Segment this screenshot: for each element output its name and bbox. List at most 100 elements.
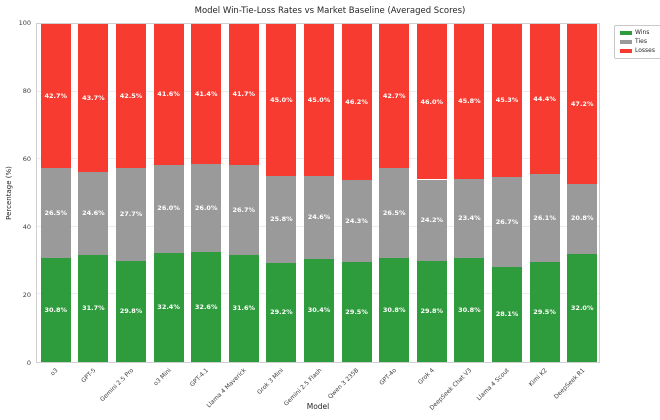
bar-value-label: 28.1%	[495, 310, 519, 319]
bar-value-label: 30.8%	[44, 305, 68, 314]
segment-ties: 25.8%	[266, 176, 297, 264]
segment-wins: 29.5%	[341, 262, 372, 362]
segment-ties: 26.5%	[40, 168, 71, 258]
bar-value-label: 45.0%	[307, 95, 331, 104]
x-tick-grok-4: Grok 4	[416, 367, 436, 386]
legend-swatch-wins	[620, 30, 632, 36]
segment-losses: 46.0%	[416, 24, 447, 180]
segment-ties: 24.6%	[303, 176, 335, 260]
bar-value-label: 24.3%	[345, 216, 368, 225]
bar-value-label: 30.4%	[307, 306, 331, 315]
bar-deepseek-r1: 32.0% 20.8% 47.2%	[567, 24, 598, 362]
segment-wins: 28.1%	[491, 267, 523, 362]
segment-wins: 32.4%	[153, 252, 184, 362]
segment-ties: 20.8%	[567, 183, 598, 254]
segment-wins: 31.6%	[228, 255, 259, 362]
segment-ties: 26.1%	[529, 174, 560, 263]
y-tick-80: 80	[22, 87, 31, 95]
bar-value-label: 24.6%	[307, 213, 331, 222]
bar-value-label: 42.7%	[382, 91, 406, 100]
segment-wins: 29.5%	[529, 262, 560, 362]
bar-value-label: 24.2%	[420, 216, 444, 225]
bar-value-label: 29.8%	[119, 307, 143, 316]
segment-ties: 24.3%	[341, 180, 372, 263]
bar-value-label: 29.8%	[420, 307, 444, 316]
bar-value-label: 26.0%	[194, 203, 218, 212]
bar-deepseek-chat-v3: 30.8% 23.4% 45.8%	[454, 24, 485, 362]
bar-value-label: 26.1%	[533, 213, 556, 222]
bar-llama-4-maverick: 31.6% 26.7% 41.7%	[228, 24, 259, 362]
x-tick-gpt-4-1: GPT-4.1	[188, 367, 211, 389]
segment-ties: 26.0%	[191, 163, 222, 252]
bar-grok-4: 29.8% 24.2% 46.0%	[416, 24, 447, 362]
bar-o3: 30.8% 26.5% 42.7%	[40, 24, 71, 362]
segment-ties: 23.4%	[454, 178, 485, 258]
bar-value-label: 32.4%	[157, 303, 180, 311]
bar-grok-3-mini: 29.2% 25.8% 45.0%	[266, 24, 297, 362]
bar-value-label: 43.7%	[82, 93, 105, 102]
segment-losses: 45.8%	[454, 24, 485, 179]
bar-value-label: 29.2%	[270, 308, 293, 317]
segment-losses: 43.7%	[78, 24, 109, 172]
x-tick-gemini-2-5-pro: Gemini 2.5 Pro	[98, 367, 135, 404]
segment-losses: 42.7%	[379, 24, 410, 169]
y-tick-40: 40	[22, 223, 31, 231]
bar-value-label: 30.8%	[458, 305, 481, 314]
segment-wins: 29.8%	[115, 261, 147, 362]
segment-wins: 29.8%	[416, 261, 447, 362]
plot-area: 30.8% 26.5% 42.7% 31.7% 24.6% 43.7% 29.8% 27.7%…	[36, 23, 600, 363]
segment-losses: 44.4%	[529, 24, 560, 175]
legend-swatch-ties	[620, 39, 632, 45]
bar-value-label: 42.5%	[119, 91, 143, 100]
bar-llama-4-scout: 28.1% 26.7% 45.3%	[491, 23, 523, 362]
segment-wins: 30.8%	[40, 257, 71, 362]
legend-swatch-losses	[620, 48, 632, 54]
segment-wins: 30.8%	[379, 257, 410, 362]
bar-gpt-4o: 30.8% 26.5% 42.7%	[379, 24, 410, 362]
y-axis-label: Percentage (%)	[5, 166, 13, 220]
segment-ties: 26.5%	[379, 168, 410, 258]
x-tick-gpt-4o: GPT-4o	[378, 367, 399, 387]
segment-losses: 45.3%	[491, 23, 523, 177]
y-tick-100: 100	[18, 19, 31, 27]
bar-kimi-k2: 29.5% 26.1% 44.4%	[529, 24, 560, 362]
bar-value-label: 26.0%	[157, 204, 180, 213]
segment-wins: 32.0%	[567, 253, 598, 362]
segment-ties: 27.7%	[115, 167, 147, 262]
legend: Wins Ties Losses	[614, 25, 660, 59]
bar-value-label: 29.5%	[345, 307, 368, 316]
bar-value-label: 27.7%	[119, 210, 143, 219]
segment-ties: 26.7%	[491, 176, 523, 268]
segment-wins: 32.6%	[191, 251, 222, 362]
bar-value-label: 46.2%	[345, 97, 368, 106]
bar-value-label: 45.8%	[458, 97, 481, 106]
bar-value-label: 31.6%	[232, 304, 256, 313]
bar-value-label: 46.0%	[420, 97, 444, 106]
segment-losses: 42.5%	[115, 24, 147, 168]
bar-value-label: 29.5%	[533, 307, 556, 316]
bar-gemini-2-5-pro: 29.8% 27.7% 42.5%	[115, 24, 147, 362]
segment-ties: 24.2%	[416, 179, 447, 262]
bar-value-label: 41.4%	[194, 89, 218, 98]
x-tick-gpt-5: GPT-5	[80, 367, 98, 385]
legend-label: Ties	[635, 38, 647, 45]
bar-value-label: 44.4%	[533, 94, 556, 103]
segment-wins: 30.4%	[303, 259, 335, 362]
bar-value-label: 20.8%	[570, 214, 594, 223]
x-axis-label: Model	[306, 402, 330, 411]
bar-value-label: 41.7%	[232, 90, 256, 99]
legend-label: Wins	[635, 29, 650, 36]
bar-gemini-2-5-flash: 30.4% 24.6% 45.0%	[303, 24, 335, 362]
bar-value-label: 26.7%	[495, 217, 519, 226]
segment-losses: 41.4%	[191, 24, 222, 164]
legend-label: Losses	[635, 47, 655, 54]
segment-wins: 31.7%	[78, 254, 109, 362]
bar-o3-mini: 32.4% 26.0% 41.6%	[153, 24, 184, 362]
legend-item-ties: Ties	[620, 39, 655, 45]
segment-wins: 30.8%	[454, 257, 485, 362]
segment-ties: 26.7%	[228, 164, 259, 256]
legend-item-losses: Losses	[620, 48, 655, 54]
bar-value-label: 30.8%	[382, 305, 406, 314]
segment-losses: 47.2%	[567, 24, 598, 184]
